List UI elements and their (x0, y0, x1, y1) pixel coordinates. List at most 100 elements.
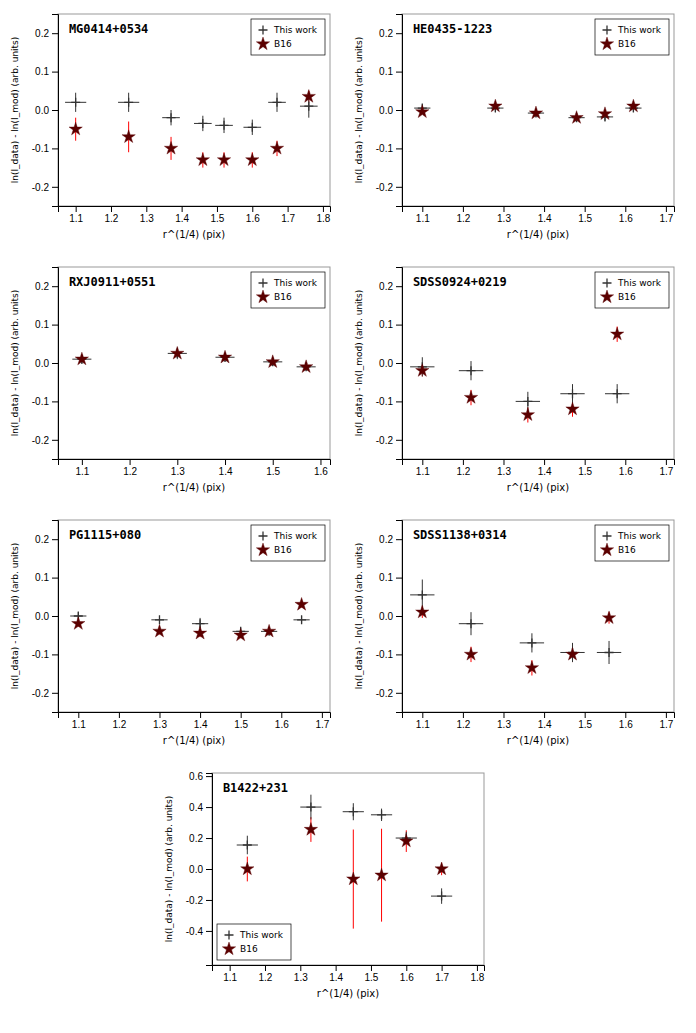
y-tick: -0.1 (376, 143, 402, 154)
y-tick-mark (396, 654, 402, 655)
x-tick-mark (503, 712, 504, 718)
y-tick-mark (206, 807, 212, 808)
legend-frame (217, 924, 291, 960)
x-tick-mark (322, 712, 323, 718)
y-tick-mark (52, 440, 58, 441)
x-tick: 1.5 (234, 712, 248, 730)
x-tick-mark (265, 965, 266, 971)
x-tick-label: 1.5 (266, 466, 280, 477)
layer (75, 346, 313, 372)
x-tick: 1.6 (619, 712, 633, 730)
y-axis: -0.2-0.10.00.10.2 (32, 521, 59, 713)
x-tick-label: 1.3 (497, 213, 511, 224)
y-tick: 0.1 (379, 319, 402, 330)
star-marker (171, 346, 184, 359)
x-axis-label: r^(1/4) (pix) (507, 735, 570, 746)
layer (416, 99, 640, 123)
x-tick-label: 1.2 (112, 719, 126, 730)
x-tick: 1.6 (246, 206, 260, 224)
x-tick: 1.7 (281, 206, 295, 224)
y-tick: -0.2 (32, 435, 58, 446)
x-tick-mark (503, 206, 504, 212)
x-tick: 1.6 (619, 206, 633, 224)
star-marker (566, 402, 579, 415)
x-tick: 1.4 (175, 206, 189, 224)
star-marker (302, 90, 315, 103)
x-tick: 1.3 (497, 206, 511, 224)
legend-frame (251, 272, 325, 308)
y-tick-mark (396, 72, 402, 73)
plus-marker (613, 389, 622, 398)
panel: 1.11.21.31.41.51.6-0.2-0.10.00.10.2RXJ09… (10, 267, 331, 493)
x-tick-mark (585, 712, 586, 718)
y-tick-mark (396, 440, 402, 441)
marks (410, 580, 621, 676)
star-marker (69, 122, 82, 135)
x-tick-label: 1.7 (659, 466, 673, 477)
y-tick-mark (52, 578, 58, 579)
plus-marker (467, 366, 476, 375)
x-tick: 1.3 (294, 965, 308, 983)
y-tick-mark (396, 187, 402, 188)
star-marker (529, 106, 542, 119)
layer (410, 357, 629, 411)
x-axis: 1.11.21.31.41.51.61.71.8 (213, 965, 485, 983)
y-tick: 0.2 (35, 281, 58, 292)
x-tick-mark (625, 206, 626, 212)
y-tick-label: -0.1 (32, 143, 50, 154)
y-tick: 0.0 (35, 105, 58, 116)
y-tick: 0.1 (35, 66, 58, 77)
x-tick: 1.5 (211, 206, 225, 224)
layer (82, 351, 306, 368)
y-tick: -0.2 (376, 688, 402, 699)
layer (418, 590, 614, 657)
legend-label: This work (273, 25, 318, 35)
x-tick: 1.5 (578, 712, 592, 730)
y-tick: 0.4 (189, 802, 212, 813)
x-tick-mark (300, 965, 301, 971)
y-axis-label: ln(I_data) - ln(I_mod) (arb. units) (354, 37, 364, 184)
layer (70, 612, 310, 635)
layer (72, 348, 315, 371)
star-marker (521, 408, 534, 421)
x-tick-label: 1.8 (470, 972, 484, 983)
y-tick-label: -0.2 (376, 435, 394, 446)
x-tick: 1.3 (497, 459, 511, 477)
x-tick-label: 1.4 (538, 719, 552, 730)
x-tick-label: 1.1 (416, 213, 430, 224)
x-tick-mark (463, 206, 464, 212)
x-tick-mark (217, 206, 218, 212)
x-tick: 1.3 (497, 712, 511, 730)
x-axis: 1.11.21.31.41.51.61.7 (59, 712, 331, 730)
x-tick-mark (82, 459, 83, 465)
x-tick-label: 1.8 (316, 213, 330, 224)
x-tick: 1.2 (259, 965, 273, 983)
layer (422, 606, 609, 675)
x-tick: 1.1 (416, 712, 430, 730)
legend: This workB16 (595, 19, 669, 55)
layer (418, 362, 622, 406)
star-marker (217, 153, 230, 166)
y-tick: 0.2 (35, 534, 58, 545)
y-tick-mark (52, 539, 58, 540)
x-tick-label: 1.4 (194, 719, 208, 730)
star-marker (375, 868, 388, 881)
layer (416, 327, 624, 420)
plus-marker (248, 123, 257, 132)
y-axis: -0.4-0.20.00.20.40.6 (186, 771, 213, 966)
y-tick-label: 0.2 (35, 534, 49, 545)
x-tick-label: 1.1 (72, 719, 86, 730)
panel: 1.11.21.31.41.51.61.7-0.2-0.10.00.10.2HE… (354, 14, 675, 240)
layer (78, 601, 301, 638)
layer (422, 104, 633, 119)
x-axis-line (403, 207, 675, 213)
legend-label: This work (273, 278, 318, 288)
y-tick-mark (52, 72, 58, 73)
x-tick: 1.4 (329, 965, 343, 983)
y-tick-label: 0.1 (379, 66, 393, 77)
x-tick: 1.2 (456, 459, 470, 477)
y-tick-mark (52, 401, 58, 402)
y-tick-label: -0.2 (186, 895, 204, 906)
x-tick: 1.6 (619, 459, 633, 477)
y-axis: -0.2-0.10.00.10.2 (376, 15, 403, 207)
